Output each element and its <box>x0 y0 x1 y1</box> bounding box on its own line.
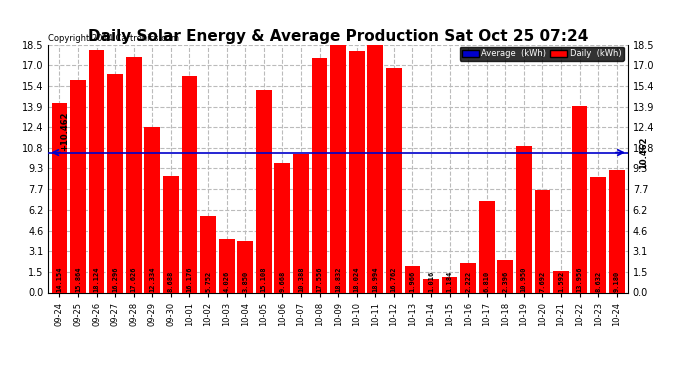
Bar <box>126 57 141 292</box>
Text: 18.832: 18.832 <box>335 266 341 292</box>
Text: 8.688: 8.688 <box>168 271 174 292</box>
Bar <box>386 68 402 292</box>
Bar <box>572 106 587 292</box>
Text: 5.752: 5.752 <box>205 271 211 292</box>
Bar <box>535 190 551 292</box>
Bar <box>590 177 606 292</box>
Text: 7.692: 7.692 <box>540 271 546 292</box>
Bar <box>107 75 123 292</box>
Bar <box>52 103 68 292</box>
Bar <box>497 261 513 292</box>
Text: 3.850: 3.850 <box>242 271 248 292</box>
Text: 9.180: 9.180 <box>613 271 620 292</box>
Text: 18.124: 18.124 <box>94 266 99 292</box>
Bar <box>442 277 457 292</box>
Bar <box>479 201 495 292</box>
Bar <box>89 50 104 292</box>
Bar <box>516 146 532 292</box>
Bar <box>200 216 216 292</box>
Bar <box>348 51 364 292</box>
Bar <box>144 128 160 292</box>
Bar <box>404 266 420 292</box>
Bar <box>275 163 290 292</box>
Text: 10.388: 10.388 <box>298 266 304 292</box>
Text: 13.956: 13.956 <box>577 266 582 292</box>
Text: 17.556: 17.556 <box>317 266 322 292</box>
Text: 16.176: 16.176 <box>186 266 193 292</box>
Bar <box>423 279 439 292</box>
Bar <box>163 176 179 292</box>
Text: Copyright 2014 Cartronics.com: Copyright 2014 Cartronics.com <box>48 33 179 42</box>
Title: Daily Solar Energy & Average Production Sat Oct 25 07:24: Daily Solar Energy & Average Production … <box>88 29 589 44</box>
Text: 2.222: 2.222 <box>465 271 471 292</box>
Text: 15.864: 15.864 <box>75 266 81 292</box>
Text: 6.810: 6.810 <box>484 271 490 292</box>
Text: 15.108: 15.108 <box>261 266 267 292</box>
Text: 8.632: 8.632 <box>595 271 601 292</box>
Text: 1.016: 1.016 <box>428 271 434 292</box>
Text: 1.184: 1.184 <box>446 271 453 292</box>
Legend: Average  (kWh), Daily  (kWh): Average (kWh), Daily (kWh) <box>460 47 624 61</box>
Bar <box>312 58 328 292</box>
Bar <box>237 241 253 292</box>
Text: 1.966: 1.966 <box>409 271 415 292</box>
Bar <box>181 76 197 292</box>
Bar <box>553 271 569 292</box>
Text: 16.296: 16.296 <box>112 266 118 292</box>
Bar <box>331 40 346 292</box>
Bar <box>460 263 476 292</box>
Text: 1.592: 1.592 <box>558 271 564 292</box>
Text: 18.024: 18.024 <box>354 266 359 292</box>
Bar <box>219 238 235 292</box>
Text: 9.668: 9.668 <box>279 271 286 292</box>
Text: 17.626: 17.626 <box>130 266 137 292</box>
Text: 18.994: 18.994 <box>372 266 378 292</box>
Bar <box>367 38 383 292</box>
Text: +10.462: +10.462 <box>61 112 70 151</box>
Text: 2.396: 2.396 <box>502 271 509 292</box>
Bar <box>70 80 86 292</box>
Text: 10.950: 10.950 <box>521 266 527 292</box>
Bar <box>609 170 624 292</box>
Text: 14.154: 14.154 <box>57 266 63 292</box>
Text: 10.462: 10.462 <box>640 136 649 169</box>
Bar <box>293 153 309 292</box>
Bar <box>256 90 272 292</box>
Text: 12.334: 12.334 <box>149 266 155 292</box>
Text: 4.026: 4.026 <box>224 271 230 292</box>
Text: 16.762: 16.762 <box>391 266 397 292</box>
